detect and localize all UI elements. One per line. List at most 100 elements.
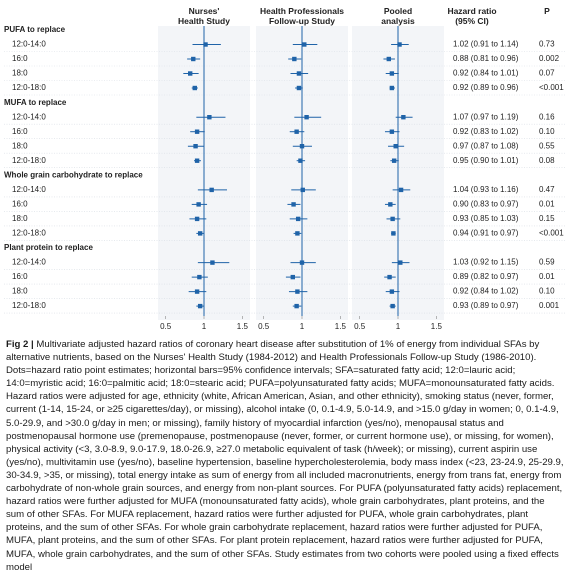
- x-tick-label: 0.5: [258, 322, 270, 331]
- row-label: 12:0-18:0: [12, 83, 46, 92]
- row-label: 16:0: [12, 127, 28, 136]
- point-estimate: [197, 303, 203, 309]
- row-label: 18:0: [12, 141, 28, 150]
- figure-caption: Fig 2 | Multivariate adjusted hazard rat…: [6, 338, 564, 580]
- point-estimate: [393, 144, 398, 149]
- p-value-label: 0.59: [539, 258, 555, 267]
- point-estimate: [295, 289, 300, 294]
- point-estimate: [391, 231, 396, 236]
- point-estimate: [390, 216, 395, 222]
- panel-title: Pooled analysis: [381, 6, 415, 26]
- p-value-label: 0.08: [539, 156, 555, 165]
- x-tick-label: 1: [202, 322, 207, 331]
- point-estimate: [209, 187, 214, 193]
- hazard-ratio-label: 0.92 (0.89 to 0.96): [453, 83, 519, 92]
- hazard-ratio-label: 0.90 (0.83 to 0.97): [453, 200, 519, 209]
- p-value-label: 0.73: [539, 40, 555, 49]
- point-estimate: [194, 289, 200, 294]
- point-estimate: [194, 158, 200, 163]
- point-estimate: [389, 71, 395, 76]
- x-tick-label: 0.5: [160, 322, 172, 331]
- point-estimate: [302, 42, 307, 47]
- hazard-ratio-label: 0.95 (0.90 to 1.01): [453, 156, 519, 165]
- p-value-label: <0.001: [539, 229, 564, 238]
- group-label: PUFA to replace: [4, 25, 66, 34]
- p-value-label: 0.10: [539, 287, 555, 296]
- point-estimate: [191, 56, 196, 62]
- row-label: 18:0: [12, 214, 28, 223]
- hazard-ratio-label: 0.93 (0.85 to 1.03): [453, 214, 519, 223]
- hazard-ratio-label: 1.02 (0.91 to 1.14): [453, 40, 519, 49]
- panel-title: Nurses' Health Study: [178, 6, 230, 26]
- x-tick-label: 1: [396, 322, 401, 331]
- row-label: 16:0: [12, 200, 28, 209]
- point-estimate: [401, 115, 406, 120]
- p-value-label: 0.10: [539, 127, 555, 136]
- point-estimate: [197, 274, 202, 280]
- row-label: 16:0: [12, 272, 28, 281]
- hazard-ratio-label: 0.93 (0.89 to 0.97): [453, 301, 519, 310]
- x-tick-label: 1.5: [431, 322, 443, 331]
- p-value-label: 0.001: [539, 301, 560, 310]
- point-estimate: [300, 187, 305, 193]
- hazard-ratio-label: 1.07 (0.97 to 1.19): [453, 112, 519, 121]
- point-estimate: [304, 115, 309, 120]
- hazard-ratio-label: 0.94 (0.91 to 0.97): [453, 229, 519, 238]
- point-estimate: [296, 71, 302, 76]
- point-estimate: [294, 303, 299, 309]
- group-label: MUFA to replace: [4, 98, 67, 107]
- row-label: 16:0: [12, 54, 28, 63]
- point-estimate: [389, 129, 395, 134]
- hazard-ratio-label: 1.04 (0.93 to 1.16): [453, 185, 519, 194]
- panel-title: Health Professionals Follow-up Study: [259, 6, 345, 26]
- p-value-label: 0.16: [539, 112, 555, 121]
- point-estimate: [193, 144, 198, 149]
- point-estimate: [398, 260, 403, 265]
- point-estimate: [389, 289, 395, 294]
- point-estimate: [390, 303, 395, 309]
- row-label: 18:0: [12, 287, 28, 296]
- point-estimate: [295, 216, 301, 222]
- point-estimate: [188, 71, 193, 76]
- p-value-label: 0.47: [539, 185, 555, 194]
- row-label: 12:0-14:0: [12, 112, 46, 121]
- point-estimate: [291, 202, 296, 207]
- point-estimate: [296, 85, 302, 91]
- hazard-ratio-label: 0.97 (0.87 to 1.08): [453, 141, 519, 150]
- point-estimate: [210, 260, 215, 265]
- point-estimate: [294, 129, 299, 134]
- group-label: Plant protein to replace: [4, 243, 93, 252]
- point-estimate: [290, 274, 295, 280]
- hazard-ratio-label: 0.89 (0.82 to 0.97): [453, 272, 519, 281]
- row-label: 12:0-14:0: [12, 185, 46, 194]
- p-value-label: 0.55: [539, 141, 555, 150]
- hazard-ratio-label: 0.88 (0.81 to 0.96): [453, 54, 519, 63]
- point-estimate: [391, 158, 397, 163]
- x-tick-label: 0.5: [354, 322, 366, 331]
- point-estimate: [192, 85, 197, 91]
- p-value-label: 0.07: [539, 69, 555, 78]
- group-label: Whole grain carbohydrate to replace: [4, 171, 143, 180]
- row-label: 12:0-18:0: [12, 156, 46, 165]
- point-estimate: [397, 42, 402, 47]
- row-label: 12:0-14:0: [12, 40, 46, 49]
- hazard-ratio-label: 0.92 (0.83 to 1.02): [453, 127, 519, 136]
- p-value-label: 0.15: [539, 214, 555, 223]
- point-estimate: [207, 115, 212, 120]
- p-value-label: 0.002: [539, 54, 560, 63]
- x-tick-label: 1: [300, 322, 305, 331]
- x-tick-label: 1.5: [335, 322, 347, 331]
- p-value-label: 0.01: [539, 200, 555, 209]
- caption-label: Fig 2 |: [6, 339, 34, 350]
- point-estimate: [298, 158, 303, 163]
- point-estimate: [196, 202, 201, 207]
- column-header: P: [544, 6, 550, 16]
- point-estimate: [386, 56, 391, 62]
- point-estimate: [295, 231, 300, 236]
- hazard-ratio-label: 1.03 (0.92 to 1.15): [453, 258, 519, 267]
- point-estimate: [398, 187, 404, 193]
- point-estimate: [194, 216, 200, 222]
- row-label: 12:0-18:0: [12, 229, 46, 238]
- point-estimate: [388, 202, 393, 207]
